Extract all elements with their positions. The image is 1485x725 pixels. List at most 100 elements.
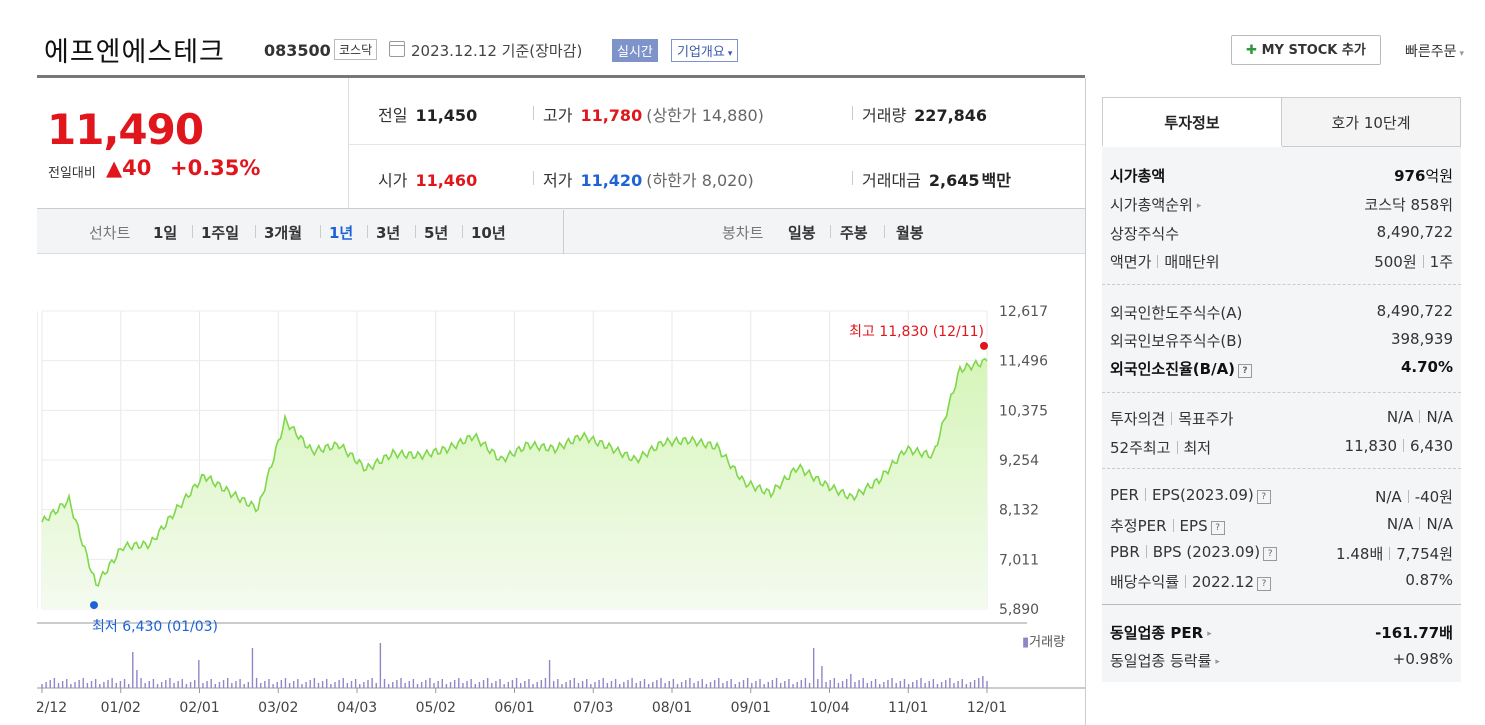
quick-order-label: 빠른주문 [1405, 44, 1457, 60]
sector-per-row[interactable]: 동일업종 PER ▸ -161.77배 [1110, 624, 1453, 642]
max-marker [980, 341, 988, 350]
price-line [41, 357, 988, 587]
divider [255, 225, 256, 238]
chevron-down-icon: ▾ [1459, 49, 1465, 59]
period-1y[interactable]: 1년 [329, 224, 354, 242]
tab-investment-info[interactable]: 투자정보 [1102, 97, 1282, 147]
period-3y[interactable]: 3년 [376, 224, 401, 242]
line-chart-label: 선차트 [89, 224, 131, 242]
per-eps-row: PER EPS(2023.09)? N/A -40원 [1110, 486, 1453, 506]
x-tick-label: 07/03 [573, 700, 613, 716]
divider [1102, 468, 1461, 469]
quote-volume: 거래량 227,846 [862, 106, 988, 125]
divider [563, 210, 564, 254]
sector-change-row[interactable]: 동일업종 등락률 ▸ +0.98% [1110, 650, 1453, 670]
divider [1102, 604, 1461, 605]
investment-info-panel [1102, 147, 1461, 682]
quote-low: 저가 11,420 (하한가 8,020) [543, 171, 754, 190]
change-label: 전일대비 [48, 166, 96, 181]
divider [192, 225, 193, 238]
quote-prev: 전일 11,450 [378, 106, 478, 125]
divider [1102, 284, 1461, 285]
period-1d[interactable]: 1일 [153, 224, 178, 242]
foreign-holding-row: 외국인보유주식수(B) 398,939 [1110, 330, 1453, 350]
divider [852, 171, 853, 185]
header-divider [37, 75, 1085, 78]
up-triangle-icon: ▲ [106, 156, 123, 180]
quote-open: 시가 11,460 [378, 171, 478, 190]
x-tick-label: 08/01 [652, 700, 692, 716]
period-3m[interactable]: 3개월 [264, 224, 303, 242]
my-stock-add-button[interactable]: ✚ MY STOCK 추가 [1231, 35, 1381, 65]
price-area [42, 358, 987, 609]
divider [884, 225, 885, 238]
y-tick-label: 10,375 [999, 403, 1048, 419]
x-tick-label: 05/02 [416, 700, 456, 716]
price-change-value: 40 [122, 156, 152, 180]
divider [349, 144, 1085, 145]
x-tick-label: 11/01 [888, 700, 928, 716]
52week-row: 52주최고 최저 11,830 6,430 [1110, 437, 1453, 457]
plus-icon: ✚ [1246, 43, 1258, 58]
divider [830, 225, 831, 238]
help-icon[interactable]: ? [1257, 577, 1272, 591]
y-tick-label: 11,496 [999, 354, 1048, 370]
dividend-row: 배당수익률 2022.12? 0.87% [1110, 571, 1453, 591]
my-stock-label: MY STOCK 추가 [1261, 43, 1366, 58]
y-tick-label: 9,254 [999, 453, 1039, 469]
price-change-pct: +0.35% [170, 156, 261, 180]
date-text: 2023.12.12 기준(장마감) [411, 42, 583, 60]
company-info-dropdown[interactable]: 기업개요 ▾ [671, 39, 739, 62]
realtime-button[interactable]: 실시간 [612, 39, 658, 62]
divider [348, 78, 349, 208]
max-label: 최고 11,830 (12/11) [849, 324, 984, 340]
divider [533, 106, 534, 120]
est-per-row: 추정PER EPS? N/A N/A [1110, 515, 1453, 535]
quote-high: 고가 11,780 (상한가 14,880) [543, 106, 764, 125]
x-tick-label: 01/02 [101, 700, 141, 716]
divider [415, 225, 416, 238]
y-tick-label: 5,890 [999, 602, 1039, 618]
help-icon[interactable]: ? [1256, 490, 1271, 504]
par-value-row: 액면가 매매단위 500원 1주 [1110, 253, 1453, 271]
candle-chart-label: 봉차트 [722, 224, 764, 242]
divider [1102, 392, 1461, 393]
candle-daily[interactable]: 일봉 [788, 224, 816, 242]
tab-underline-gap [1102, 146, 1282, 147]
y-tick-label: 8,132 [999, 503, 1039, 519]
period-10y[interactable]: 10년 [471, 224, 506, 242]
caret-right-icon: ▸ [1196, 201, 1202, 211]
foreign-limit-row: 외국인한도주식수(A) 8,490,722 [1110, 302, 1453, 322]
current-price: 11,490 [47, 105, 204, 154]
chevron-down-icon: ▾ [727, 49, 733, 59]
min-marker [90, 601, 98, 610]
caret-right-icon: ▸ [1207, 629, 1212, 639]
market-cap-rank-row[interactable]: 시가총액순위 ▸ 코스닥 858위 [1110, 196, 1453, 214]
x-tick-label: 03/02 [258, 700, 298, 716]
y-tick-label: 7,011 [999, 552, 1039, 568]
y-tick-label: 12,617 [999, 304, 1048, 320]
period-5y[interactable]: 5년 [424, 224, 449, 242]
x-tick-label: 06/01 [494, 700, 534, 716]
quick-order-dropdown[interactable]: 빠른주문 ▾ [1405, 41, 1464, 61]
min-label: 최저 6,430 (01/03) [92, 619, 218, 635]
foreign-ratio-row: 외국인소진율(B/A)? 4.70% [1110, 358, 1453, 378]
price-chart[interactable]: 12,617 11,496 10,375 9,254 8,132 7,011 5,890 최고… [37, 254, 1085, 724]
tab-order-book[interactable]: 호가 10단계 [1281, 97, 1461, 147]
x-tick-label: 10/04 [809, 700, 849, 716]
help-icon[interactable]: ? [1263, 547, 1278, 561]
volume-legend: ▮거래량 [1022, 635, 1065, 650]
period-1w[interactable]: 1주일 [201, 224, 240, 242]
market-badge: 코스닥 [334, 39, 378, 60]
candle-monthly[interactable]: 월봉 [896, 224, 924, 242]
price-change: ▲40 [106, 156, 151, 180]
x-tick-label: 09/01 [731, 700, 771, 716]
help-icon[interactable]: ? [1210, 521, 1225, 535]
divider [533, 171, 534, 185]
help-icon[interactable]: ? [1238, 364, 1253, 378]
candle-weekly[interactable]: 주봉 [840, 224, 868, 242]
divider [320, 225, 321, 238]
stock-name: 에프엔에스테크 [44, 37, 225, 68]
stock-code: 083500 [264, 41, 331, 60]
market-cap-row: 시가총액 976억원 [1110, 167, 1453, 185]
